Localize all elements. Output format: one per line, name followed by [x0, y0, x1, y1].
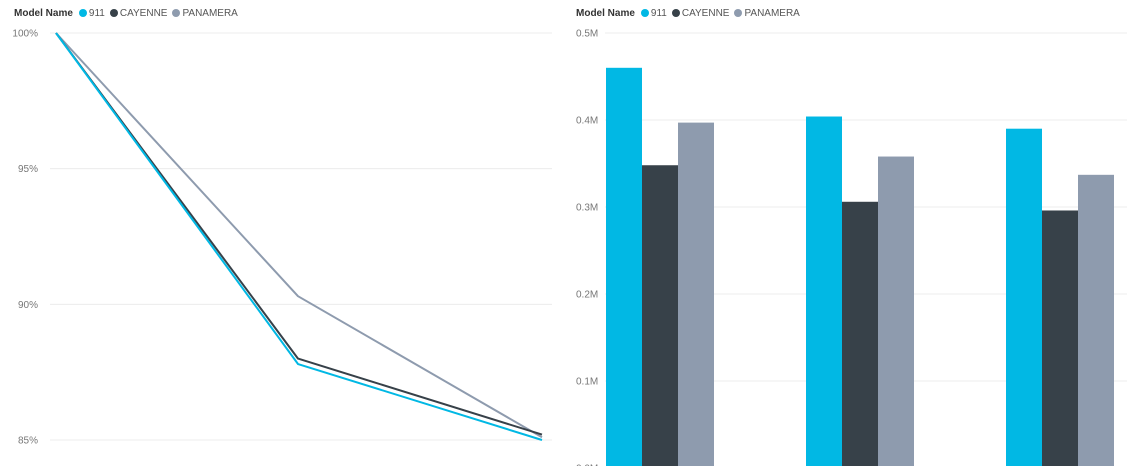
- legend-item-panamera[interactable]: PANAMERA: [172, 7, 238, 19]
- line-chart-legend: Model Name 911 CAYENNE PANAMERA: [14, 6, 243, 20]
- bar-911-1[interactable]: [606, 67, 642, 466]
- legend-item-911[interactable]: 911: [78, 7, 105, 19]
- y-tick-label: 0.3M: [576, 203, 598, 214]
- legend-title: Model Name: [576, 7, 635, 19]
- bar-chart-plot: 0.5M 0.4M 0.3M 0.2M 0.1M 0.0M: [576, 29, 1127, 466]
- legend-label-911: 911: [88, 7, 105, 19]
- y-tick-label: 100%: [12, 29, 38, 40]
- bar-cayenne-3[interactable]: [1042, 210, 1078, 466]
- legend-label-911: 911: [650, 7, 667, 19]
- legend-label-panamera: PANAMERA: [744, 7, 800, 19]
- legend-dot-panamera: [172, 9, 181, 17]
- legend-dot-cayenne: [671, 9, 680, 17]
- bar-panamera-2[interactable]: [878, 156, 914, 466]
- legend-item-911[interactable]: 911: [640, 7, 667, 19]
- y-tick-label: 0.1M: [576, 377, 598, 388]
- y-tick-label: 0.5M: [576, 29, 598, 40]
- line-series-cayenne[interactable]: [55, 32, 543, 436]
- bar-cayenne-1[interactable]: [642, 165, 678, 466]
- bar-panamera-1[interactable]: [678, 122, 714, 466]
- bar-panamera-3[interactable]: [1078, 174, 1114, 466]
- bar-911-2[interactable]: [806, 116, 842, 466]
- legend-dot-cayenne: [109, 9, 118, 17]
- legend-dot-panamera: [734, 9, 743, 17]
- legend-label-cayenne: CAYENNE: [681, 7, 730, 19]
- legend-label-cayenne: CAYENNE: [119, 7, 168, 19]
- legend-item-cayenne[interactable]: CAYENNE: [109, 7, 168, 19]
- line-series-panamera[interactable]: [55, 32, 543, 439]
- legend-dot-911: [640, 9, 649, 17]
- y-tick-label: 90%: [18, 300, 38, 311]
- bar-chart-legend: Model Name 911 CAYENNE PANAMERA: [576, 6, 805, 20]
- legend-label-panamera: PANAMERA: [182, 7, 238, 19]
- legend-dot-911: [78, 9, 87, 17]
- y-tick-label: 0.4M: [576, 116, 598, 127]
- y-tick-label: 95%: [18, 164, 38, 175]
- line-chart-plot: 100% 95% 90% 85%: [12, 29, 552, 447]
- legend-title: Model Name: [14, 7, 73, 19]
- y-tick-label: 0.0M: [576, 464, 598, 466]
- bar-chart-panel: Model Name 911 CAYENNE PANAMERA 0.5M 0.4M…: [570, 0, 1127, 466]
- line-chart-panel: Model Name 911 CAYENNE PANAMERA 100% 95% 9…: [0, 0, 560, 466]
- legend-item-panamera[interactable]: PANAMERA: [734, 7, 800, 19]
- y-tick-label: 0.2M: [576, 290, 598, 301]
- line-series-911[interactable]: [55, 32, 543, 441]
- bar-cayenne-2[interactable]: [842, 201, 878, 466]
- y-tick-label: 85%: [18, 436, 38, 447]
- legend-item-cayenne[interactable]: CAYENNE: [671, 7, 730, 19]
- bar-911-3[interactable]: [1006, 128, 1042, 466]
